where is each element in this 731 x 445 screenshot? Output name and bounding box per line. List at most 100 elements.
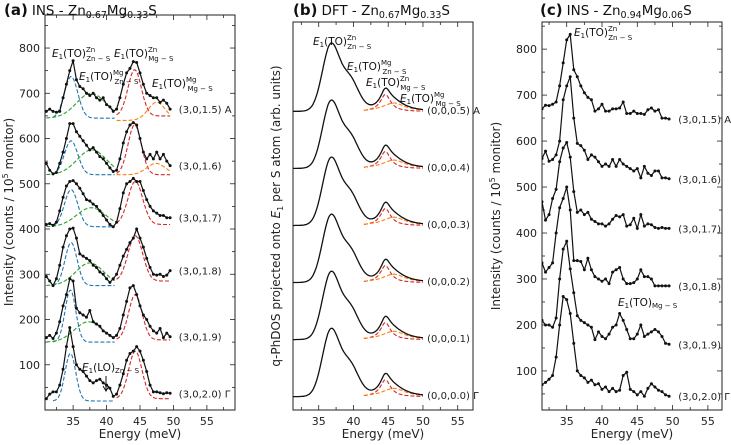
data-point [78, 84, 82, 88]
fit-red-curve [116, 294, 171, 341]
data-point [568, 208, 572, 212]
data-point [593, 383, 597, 387]
data-point [653, 109, 657, 113]
fit-red-curve [363, 265, 423, 283]
fit-orange-curve [363, 159, 424, 168]
data-point [125, 358, 129, 362]
data-point [565, 140, 569, 144]
data-point [168, 391, 172, 395]
data-point [596, 277, 600, 281]
data-point [554, 153, 558, 157]
data-point [88, 379, 92, 383]
data-point [565, 38, 569, 42]
x-tick-label: 50 [666, 415, 680, 428]
data-point [128, 123, 132, 127]
data-point [579, 208, 583, 212]
data-point [148, 204, 152, 208]
data-point [554, 100, 558, 104]
data-point [74, 306, 78, 310]
data-point [54, 220, 58, 224]
data-point [98, 155, 102, 159]
data-line [542, 295, 670, 398]
data-point [646, 332, 650, 336]
data-point [108, 386, 112, 390]
data-point [68, 122, 72, 126]
panel-a-title: (a) INS - Zn0.67Mg0.33S [4, 1, 157, 21]
data-point [544, 103, 548, 107]
panel-b-title: (b) DFT - Zn0.67Mg0.33S [293, 1, 450, 21]
data-point [111, 394, 115, 398]
data-point [632, 281, 636, 285]
data-point [168, 269, 172, 273]
panel-b-ylabel: q-PhDOS projected onto E1 per S atom (ar… [269, 65, 285, 366]
data-point [161, 336, 165, 340]
annotation-mgzn-a: E1(TO)Mg Zn − S [79, 69, 139, 86]
data-point [138, 236, 142, 240]
data-point [621, 318, 625, 322]
data-point [604, 337, 608, 341]
data-point [639, 111, 643, 115]
data-point [51, 172, 55, 176]
data-point [628, 167, 632, 171]
data-point [604, 162, 608, 166]
data-point [148, 152, 152, 156]
data-point [81, 87, 85, 91]
data-point [135, 180, 139, 184]
data-point [618, 311, 622, 315]
data-point [667, 117, 671, 121]
curve-label: (0,0,0.2) [427, 277, 470, 288]
data-point [111, 277, 115, 281]
data-line [542, 186, 670, 287]
data-point [554, 187, 558, 191]
fit-red-curve [116, 235, 171, 282]
data-line [542, 239, 670, 345]
panel-a-ylabel: Intensity (counts / 105 monitor) [1, 118, 16, 306]
data-point [118, 263, 122, 267]
fit-orange-curve [363, 216, 423, 225]
fit-green-curve [46, 149, 115, 176]
data-point [579, 318, 583, 322]
data-point [88, 94, 92, 98]
data-point [537, 321, 540, 324]
data-point [632, 216, 636, 220]
data-point [551, 102, 555, 106]
data-point [118, 96, 122, 100]
data-point [54, 331, 58, 335]
data-point [618, 388, 622, 392]
data-point [625, 164, 629, 168]
data-point [108, 222, 112, 226]
data-point [565, 298, 569, 302]
data-point [614, 323, 618, 327]
data-line [45, 121, 171, 175]
y-tick-label: 300 [19, 268, 40, 281]
data-point [589, 98, 593, 102]
x-tick-label: 50 [166, 415, 180, 428]
data-point [165, 216, 169, 220]
data-point [68, 227, 72, 231]
x-tick-label: 45 [630, 415, 644, 428]
data-point [632, 337, 636, 341]
panel-c-title: (c) INS - Zn0.94Mg0.06S [540, 1, 692, 21]
fit-orange-curve [363, 387, 424, 396]
data-point [121, 313, 125, 317]
data-point [586, 380, 590, 384]
panel-b: 35 40 45 50 55 (0,0,0.5) A (0,0,0.4) (0,0,0.3) (… [292, 21, 480, 428]
data-point [593, 109, 597, 113]
fit-red-curve [116, 350, 171, 400]
data-point [614, 164, 618, 168]
data-point [111, 109, 115, 113]
data-point [649, 382, 653, 386]
fit-red-curve [116, 124, 171, 176]
data-point [537, 379, 540, 382]
data-point [551, 261, 555, 265]
data-point [74, 236, 78, 240]
data-point [48, 333, 52, 337]
y-tick-label: 700 [516, 89, 537, 102]
data-point [61, 245, 65, 249]
data-point [131, 60, 135, 64]
data-point [565, 185, 569, 189]
data-point [575, 259, 579, 263]
data-point [642, 275, 646, 279]
data-point [105, 161, 109, 165]
curve-label: (0,0,0.0) Γ [427, 391, 479, 402]
